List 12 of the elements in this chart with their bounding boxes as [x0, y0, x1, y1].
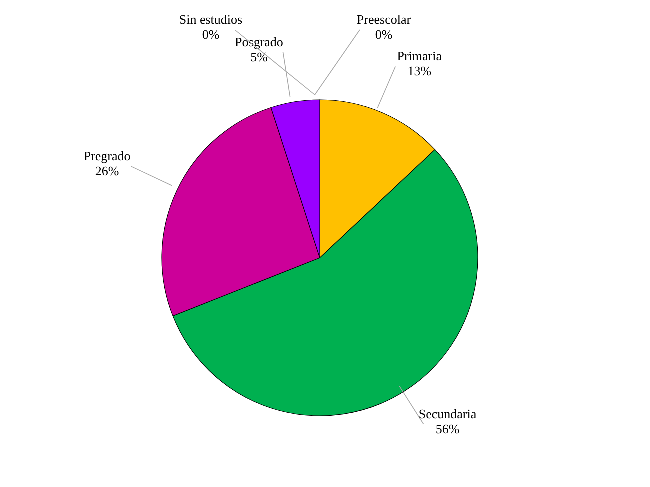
category-label: Sin estudios: [179, 12, 243, 27]
category-label: Preescolar: [356, 12, 412, 27]
text: 0%: [375, 27, 393, 42]
slice-label: Posgrado: [235, 34, 284, 50]
data-label: 26%: [95, 164, 120, 179]
data-label: 56%: [436, 421, 460, 436]
slice-label: Secundaria: [418, 406, 477, 422]
text: 0%: [202, 27, 220, 42]
data-label: 13%: [408, 64, 432, 79]
slice-label: Pregrado: [84, 148, 131, 164]
slice-label: Primaria: [397, 48, 442, 64]
data-label: 5%: [250, 50, 268, 64]
